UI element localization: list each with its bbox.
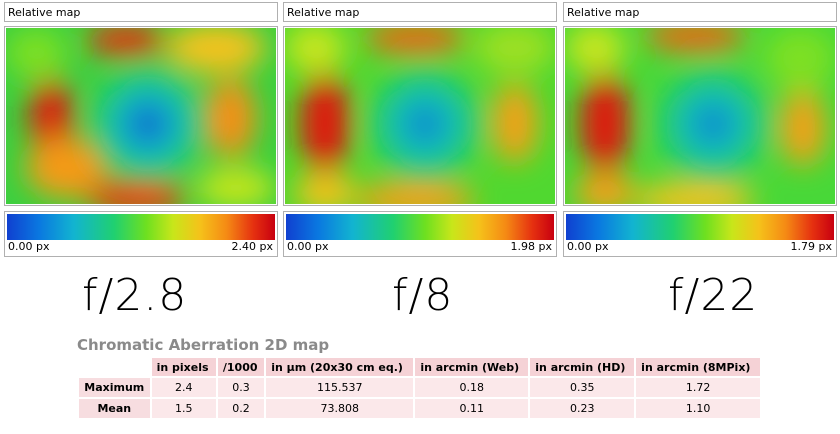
ca-heatmap [283, 26, 557, 206]
table-row: Mean 1.5 0.2 73.808 0.11 0.23 1.10 [79, 399, 760, 418]
table-cell: 2.4 [151, 378, 216, 397]
table-cell: 1.5 [151, 399, 216, 418]
color-scale: 0.00 px 2.40 px [4, 211, 278, 257]
ca-heatmap [4, 26, 278, 206]
table-cell: 0.35 [530, 378, 635, 397]
scale-max-label: 1.79 px [790, 240, 832, 253]
panel-f8: Relative map [283, 2, 557, 257]
heatmap-svg [6, 28, 276, 204]
panel-f22: Relative map [563, 2, 837, 257]
table-cell: 115.537 [266, 378, 414, 397]
table-header-cell [79, 358, 150, 376]
color-scale-bar [7, 214, 275, 240]
results-table: in pixels /1000 in µm (20x30 cm eq.) in … [77, 356, 762, 420]
ca-heatmap [563, 26, 837, 206]
scale-max-label: 2.40 px [231, 240, 273, 253]
table-header-cell: in arcmin (HD) [530, 358, 635, 376]
scale-min-label: 0.00 px [567, 240, 609, 253]
table-header-cell: in arcmin (Web) [415, 358, 529, 376]
table-cell: 1.10 [636, 399, 760, 418]
scale-max-label: 1.98 px [510, 240, 552, 253]
color-scale-bar [566, 214, 834, 240]
color-scale: 0.00 px 1.79 px [563, 211, 837, 257]
aperture-label: f/22 [668, 270, 759, 321]
table-cell: 0.11 [415, 399, 529, 418]
panel-title: Relative map [563, 2, 837, 22]
table-header-cell: in pixels [151, 358, 216, 376]
scale-min-label: 0.00 px [8, 240, 50, 253]
row-label: Mean [79, 399, 150, 418]
color-scale: 0.00 px 1.98 px [283, 211, 557, 257]
table-cell: 0.23 [530, 399, 635, 418]
table-row: Maximum 2.4 0.3 115.537 0.18 0.35 1.72 [79, 378, 760, 397]
heatmap-svg [285, 28, 555, 204]
aperture-label: f/8 [392, 270, 454, 321]
heatmap-svg [565, 28, 835, 204]
table-title: Chromatic Aberration 2D map [77, 336, 330, 354]
table-cell: 0.3 [217, 378, 265, 397]
table-cell: 0.18 [415, 378, 529, 397]
panel-f2-8: Relative map [4, 2, 278, 257]
table-cell: 0.2 [217, 399, 265, 418]
scale-min-label: 0.00 px [287, 240, 329, 253]
panel-title: Relative map [283, 2, 557, 22]
table-header-cell: /1000 [217, 358, 265, 376]
table-cell: 73.808 [266, 399, 414, 418]
color-scale-bar [286, 214, 554, 240]
aperture-label: f/2.8 [82, 270, 188, 321]
table-header-cell: in µm (20x30 cm eq.) [266, 358, 414, 376]
panel-title: Relative map [4, 2, 278, 22]
table-cell: 1.72 [636, 378, 760, 397]
table-header-row: in pixels /1000 in µm (20x30 cm eq.) in … [79, 358, 760, 376]
table-header-cell: in arcmin (8MPix) [636, 358, 760, 376]
row-label: Maximum [79, 378, 150, 397]
